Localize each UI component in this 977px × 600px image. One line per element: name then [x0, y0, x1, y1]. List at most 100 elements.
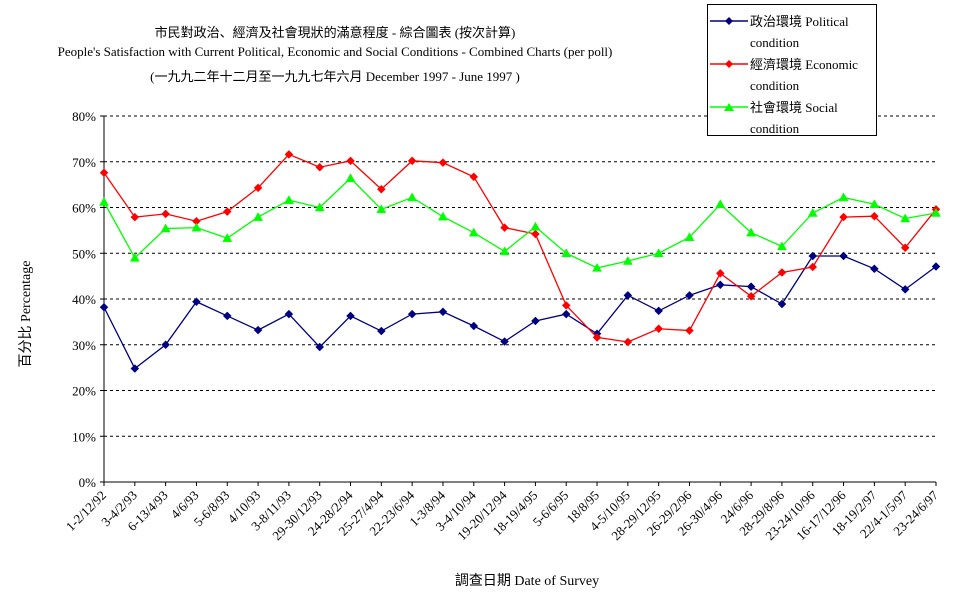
y-tick-label: 70%	[72, 155, 96, 170]
data-point	[99, 197, 109, 206]
x-tick-labels: 1-2/12/923-4/2/936-13/4/934/6/935-6/8/93…	[63, 487, 942, 543]
legend-swatch-economic	[710, 60, 748, 68]
data-point	[192, 297, 201, 307]
grid-lines	[104, 115, 936, 437]
series-line	[103, 255, 937, 370]
data-point	[808, 262, 818, 272]
axes	[100, 115, 937, 486]
series-2	[99, 173, 941, 272]
data-point	[99, 302, 109, 312]
data-point	[839, 251, 848, 261]
data-point	[654, 306, 664, 316]
chart-subtitle: People's Satisfaction with Current Polit…	[57, 44, 613, 59]
series-group	[99, 150, 941, 373]
data-point	[531, 229, 540, 239]
y-tick-labels: 0% 10% 20% 30% 40% 50% 60% 70% 80%	[72, 109, 96, 490]
data-point	[531, 316, 540, 326]
data-point	[468, 227, 479, 237]
data-point	[346, 156, 355, 166]
data-point	[99, 168, 109, 178]
data-point	[160, 223, 171, 233]
series-line	[103, 177, 937, 269]
data-point	[253, 212, 264, 221]
data-point	[808, 251, 818, 261]
data-point	[869, 199, 880, 209]
data-point	[870, 211, 879, 221]
data-point	[746, 291, 756, 301]
y-tick-label: 20%	[72, 384, 96, 399]
data-point	[653, 248, 664, 257]
data-point	[838, 192, 849, 202]
y-tick-label: 0%	[79, 475, 97, 490]
data-point	[654, 324, 664, 334]
data-point	[376, 326, 386, 336]
legend-label-social: 社會環境 Social condition	[750, 100, 838, 136]
data-point	[469, 321, 479, 331]
data-point	[407, 156, 417, 166]
data-point	[161, 209, 170, 219]
chart-date-range: (一九九二年十二月至一九九七年六月 December 1997 - June 1…	[150, 69, 520, 84]
data-point	[407, 309, 417, 319]
data-point	[715, 269, 725, 278]
data-point	[315, 162, 325, 172]
data-point	[438, 158, 448, 168]
legend: 政治環境 Political condition 經濟環境 Economic c…	[707, 4, 877, 136]
data-point	[530, 221, 541, 231]
data-point	[284, 150, 294, 159]
data-point	[438, 211, 448, 221]
data-point	[777, 299, 787, 309]
data-point	[284, 309, 294, 319]
legend-label-economic: 經濟環境 Economic condition	[750, 57, 858, 93]
x-tick-label: 1-2/12/92	[63, 488, 109, 534]
data-point	[592, 333, 602, 342]
data-point	[931, 207, 941, 217]
data-point	[622, 256, 633, 265]
data-point	[561, 309, 571, 319]
data-point	[807, 207, 818, 217]
data-point	[746, 227, 757, 237]
data-point	[623, 290, 633, 300]
y-tick-label: 60%	[72, 201, 96, 216]
data-point	[438, 307, 448, 317]
data-point	[931, 262, 941, 271]
data-point	[315, 342, 325, 352]
data-point	[777, 268, 787, 277]
data-point	[129, 252, 140, 262]
data-point	[561, 248, 572, 257]
series-line	[103, 153, 937, 343]
data-point	[345, 173, 356, 182]
data-point	[715, 280, 725, 290]
data-point	[222, 207, 232, 216]
data-point	[499, 246, 510, 256]
data-point	[561, 301, 571, 310]
data-point	[870, 264, 879, 274]
data-point	[839, 212, 848, 222]
data-point	[900, 213, 911, 223]
legend-label-political: 政治環境 Political condition	[750, 14, 849, 50]
data-point	[346, 311, 355, 321]
y-tick-label: 30%	[72, 338, 96, 353]
y-tick-label: 50%	[72, 246, 96, 261]
data-point	[161, 340, 170, 350]
data-point	[130, 212, 140, 222]
y-axis-label: 百分比 Percentage	[18, 261, 34, 368]
y-tick-label: 40%	[72, 292, 96, 307]
data-point	[191, 222, 202, 232]
data-point	[500, 337, 509, 346]
data-point	[253, 183, 263, 193]
series-1	[99, 150, 941, 347]
series-0	[99, 251, 941, 373]
data-point	[314, 202, 325, 212]
y-tick-label: 80%	[72, 109, 96, 124]
data-point	[685, 326, 694, 335]
data-point	[684, 232, 695, 241]
data-point	[222, 233, 233, 242]
chart-title: 市民對政治、經濟及社會現狀的滿意程度 - 綜合圖表 (按次計算)	[154, 25, 516, 40]
legend-swatch-social	[710, 103, 748, 111]
data-point	[376, 204, 387, 214]
data-point	[253, 325, 263, 335]
data-point	[685, 290, 694, 300]
data-point	[130, 364, 140, 373]
data-point	[500, 223, 509, 232]
